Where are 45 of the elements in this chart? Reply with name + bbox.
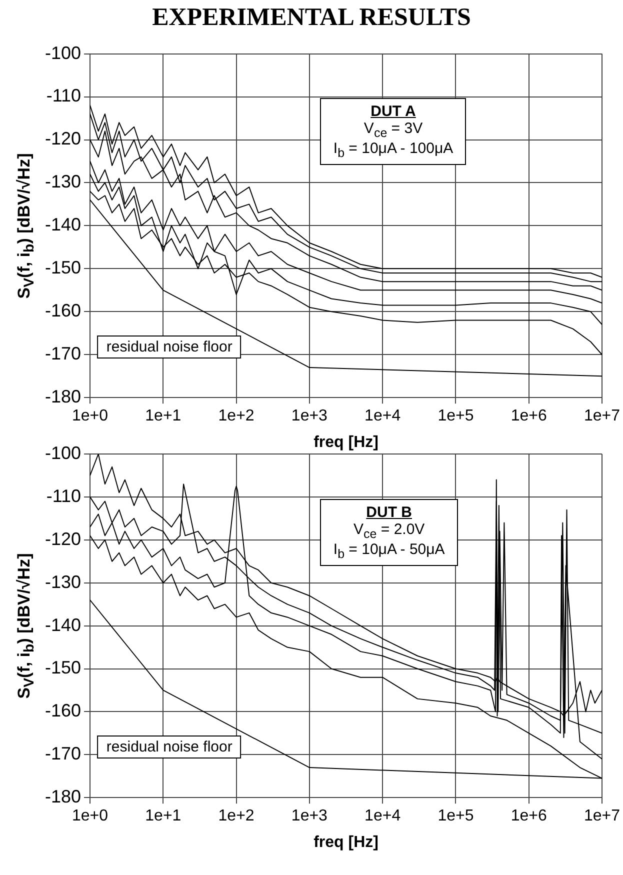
y-tick-label: -110 [46, 86, 82, 106]
x-tick-label: 1e+1 [145, 408, 182, 425]
x-tick-label: 1e+2 [218, 808, 254, 825]
x-tick-label: 1e+4 [364, 408, 401, 425]
y-tick-label: -120 [44, 128, 82, 149]
y-tick-label: -100 [44, 42, 82, 63]
annotation: residual noise floor [97, 336, 242, 359]
y-tick-label: -130 [44, 172, 82, 192]
annotation: residual noise floor [97, 736, 242, 759]
annotation: V$_{ce}$ = 3V [362, 120, 424, 140]
x-tick-label: 1e+4 [364, 808, 401, 825]
annotation: DUT A [370, 103, 417, 120]
x-tick-label: 1e+6 [510, 408, 547, 425]
y-tick-label: -160 [44, 700, 82, 721]
y-tick-label: -120 [44, 528, 82, 549]
x-tick-label: 1e+2 [218, 408, 254, 425]
x-tick-label: 1e+7 [584, 808, 620, 825]
x-tick-label: 1e+5 [438, 808, 474, 825]
x-axis-title: freq [Hz] [314, 434, 378, 451]
x-tick-label: 1e+7 [584, 408, 620, 425]
y-tick-label: -170 [44, 744, 82, 764]
annotation: V$_{ce}$ = 2.0V [352, 520, 426, 541]
annotation: DUT B [365, 504, 413, 521]
x-tick-label: 1e+1 [145, 808, 182, 825]
y-tick-label: -140 [44, 214, 82, 235]
x-tick-label: 1e+3 [291, 408, 328, 425]
y-tick-label: -160 [44, 300, 82, 321]
x-tick-label: 1e+5 [438, 408, 474, 425]
y-tick-label: -100 [44, 442, 82, 463]
x-tick-label: 1e+0 [72, 408, 108, 425]
annotation: I$_{b}$ = 10μA - 100μA [333, 140, 454, 160]
x-tick-label: 1e+3 [291, 808, 328, 825]
y-tick-label: -180 [44, 786, 82, 807]
y-tick-label: -150 [44, 658, 82, 678]
x-tick-label: 1e+6 [510, 808, 547, 825]
y-tick-label: -170 [44, 344, 82, 364]
x-tick-label: 1e+0 [72, 808, 108, 825]
x-axis-title: freq [Hz] [314, 834, 378, 851]
y-tick-label: -140 [44, 614, 82, 635]
y-tick-label: -110 [46, 486, 82, 506]
chart-title: EXPERIMENTAL RESULTS [151, 4, 472, 32]
y-tick-label: -130 [44, 572, 82, 592]
annotation: I$_{b}$ = 10μA - 50μA [333, 540, 445, 561]
y-tick-label: -150 [44, 258, 82, 278]
y-tick-label: -180 [44, 386, 82, 407]
